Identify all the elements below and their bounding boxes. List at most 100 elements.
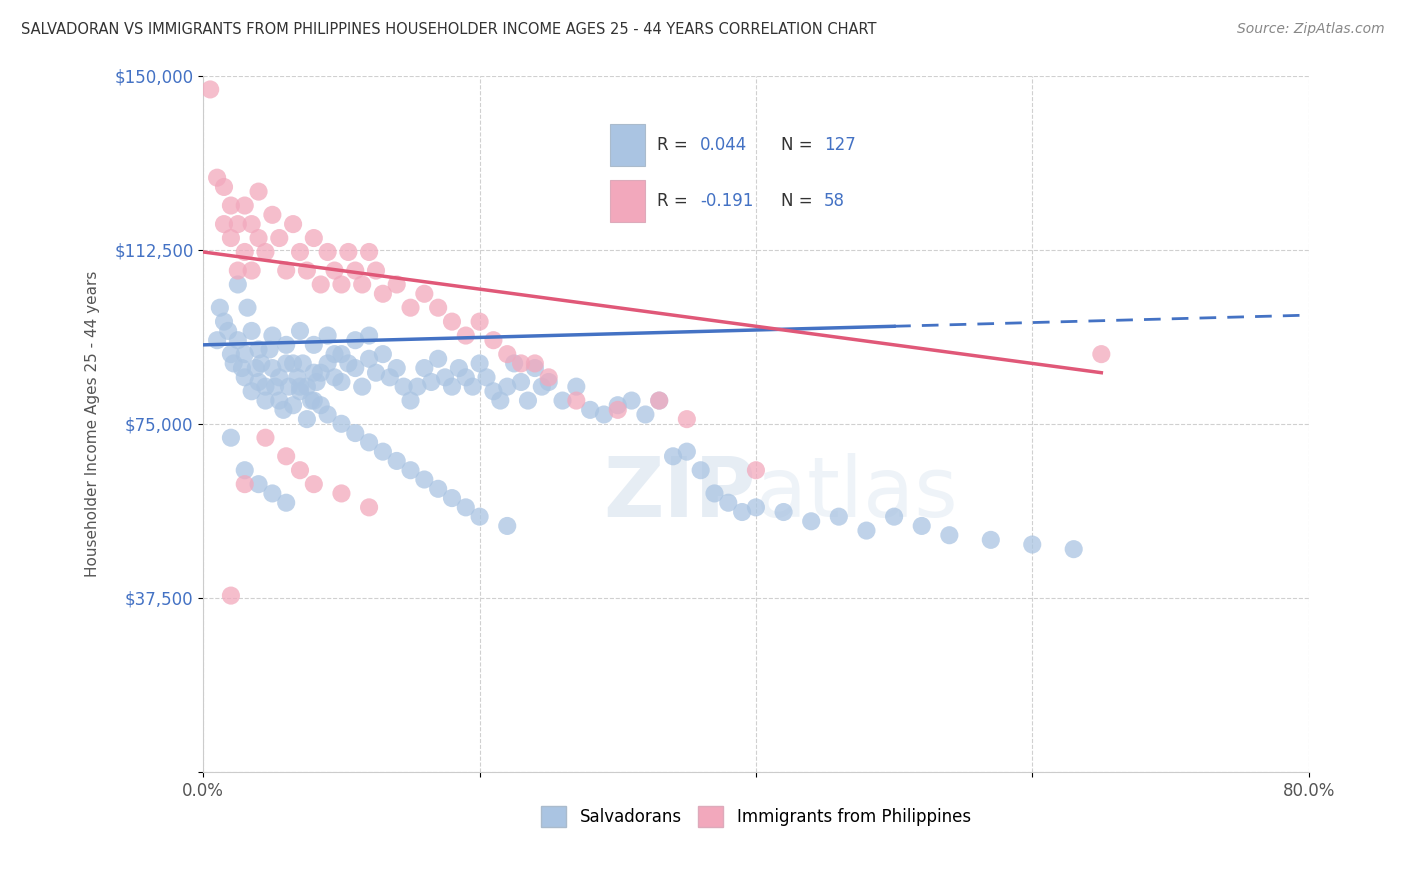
Point	[212, 180, 235, 194]
Point	[440, 379, 463, 393]
Point	[717, 496, 740, 510]
Point	[254, 393, 277, 408]
Point	[980, 533, 1002, 547]
Point	[510, 375, 533, 389]
Point	[236, 301, 259, 315]
Text: atlas: atlas	[756, 453, 957, 534]
Point	[262, 208, 284, 222]
Point	[295, 379, 318, 393]
Point	[316, 408, 339, 422]
Point	[309, 398, 332, 412]
Point	[648, 393, 671, 408]
Text: ZIP: ZIP	[603, 453, 756, 534]
Text: SALVADORAN VS IMMIGRANTS FROM PHILIPPINES HOUSEHOLDER INCOME AGES 25 - 44 YEARS : SALVADORAN VS IMMIGRANTS FROM PHILIPPINE…	[21, 22, 876, 37]
Point	[413, 361, 436, 376]
Point	[579, 402, 602, 417]
Point	[309, 277, 332, 292]
Point	[233, 244, 256, 259]
Point	[330, 375, 353, 389]
Point	[205, 333, 228, 347]
Point	[745, 463, 768, 477]
Point	[233, 198, 256, 212]
Point	[205, 170, 228, 185]
Point	[233, 463, 256, 477]
Point	[330, 417, 353, 431]
Point	[212, 315, 235, 329]
Point	[247, 375, 270, 389]
Point	[316, 244, 339, 259]
Point	[420, 375, 443, 389]
Point	[510, 356, 533, 370]
Point	[276, 450, 298, 464]
Point	[537, 370, 560, 384]
Point	[468, 509, 491, 524]
Point	[399, 301, 422, 315]
Point	[1090, 347, 1112, 361]
Point	[291, 356, 314, 370]
Legend: Salvadorans, Immigrants from Philippines: Salvadorans, Immigrants from Philippines	[534, 800, 977, 833]
Point	[517, 393, 540, 408]
Point	[219, 431, 242, 445]
Point	[855, 524, 877, 538]
Point	[240, 324, 263, 338]
Point	[254, 379, 277, 393]
Point	[262, 361, 284, 376]
Point	[800, 514, 823, 528]
Point	[454, 328, 477, 343]
Point	[385, 361, 408, 376]
Point	[330, 277, 353, 292]
Point	[620, 393, 643, 408]
Point	[259, 343, 281, 357]
Point	[434, 370, 457, 384]
Point	[198, 82, 221, 96]
Point	[371, 286, 394, 301]
Point	[344, 333, 367, 347]
Point	[634, 408, 657, 422]
Point	[482, 333, 505, 347]
Point	[352, 379, 374, 393]
Point	[399, 393, 422, 408]
Point	[273, 402, 295, 417]
Point	[295, 412, 318, 426]
Point	[245, 361, 267, 376]
Point	[475, 370, 498, 384]
Point	[359, 328, 381, 343]
Point	[302, 393, 325, 408]
Point	[344, 426, 367, 441]
Point	[226, 263, 249, 277]
Point	[938, 528, 960, 542]
Point	[359, 435, 381, 450]
Point	[316, 328, 339, 343]
Point	[299, 393, 322, 408]
Point	[1063, 542, 1085, 557]
Point	[371, 347, 394, 361]
Point	[262, 328, 284, 343]
Point	[731, 505, 754, 519]
Point	[240, 217, 263, 231]
Point	[330, 347, 353, 361]
Point	[247, 477, 270, 491]
Point	[226, 333, 249, 347]
Point	[447, 361, 470, 376]
Point	[606, 398, 628, 412]
Point	[530, 379, 553, 393]
Point	[565, 393, 588, 408]
Point	[226, 217, 249, 231]
Point	[217, 324, 239, 338]
Point	[240, 263, 263, 277]
Point	[482, 384, 505, 399]
Point	[323, 263, 346, 277]
Point	[359, 351, 381, 366]
Point	[911, 519, 934, 533]
Point	[461, 379, 484, 393]
Point	[262, 486, 284, 500]
Point	[537, 375, 560, 389]
Point	[288, 324, 311, 338]
Point	[359, 500, 381, 515]
Point	[247, 231, 270, 245]
Point	[278, 379, 301, 393]
Point	[565, 379, 588, 393]
Point	[219, 347, 242, 361]
Y-axis label: Householder Income Ages 25 - 44 years: Householder Income Ages 25 - 44 years	[86, 270, 100, 577]
Point	[240, 384, 263, 399]
